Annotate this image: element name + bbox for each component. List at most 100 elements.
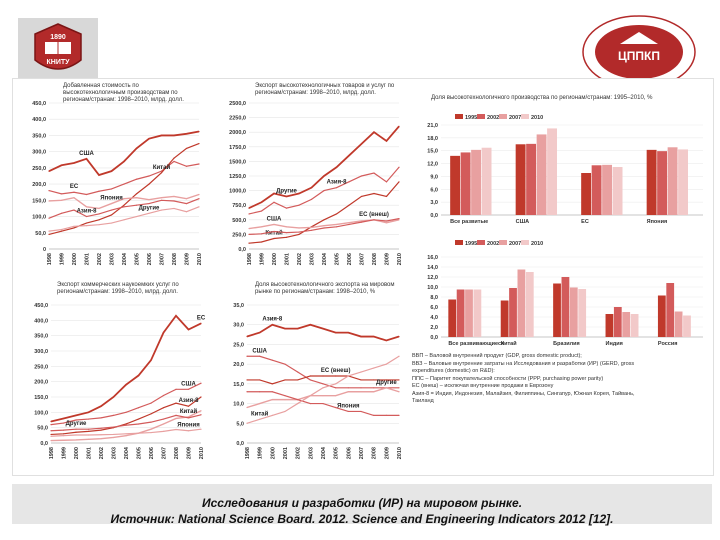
data-point (360, 410, 362, 413)
series-label: Китай (180, 408, 198, 415)
x-tick-label: 2006 (347, 253, 353, 265)
data-point (373, 379, 375, 381)
data-point (87, 418, 90, 420)
data-point (398, 125, 400, 127)
legend-label: 2007 (509, 115, 521, 121)
data-point (85, 215, 88, 218)
legend-swatch (521, 240, 529, 245)
data-point (198, 142, 200, 145)
series-label: Китай (251, 410, 269, 417)
data-point (360, 175, 363, 177)
y-tick-label: 2000,0 (229, 130, 246, 136)
data-point (110, 209, 113, 211)
y-tick-label: 500,0 (232, 218, 246, 224)
y-tick-label: 350,0 (34, 334, 48, 340)
series-label: Китай (153, 164, 171, 171)
data-point (73, 227, 75, 229)
bar (515, 144, 526, 215)
data-point (385, 363, 387, 365)
x-tick-label: 1998 (245, 447, 251, 459)
logo-name: КНИТУ (47, 59, 71, 66)
data-point (310, 187, 313, 189)
data-point (73, 209, 75, 211)
series-line (246, 323, 400, 342)
data-point (112, 396, 115, 398)
data-point (398, 414, 400, 416)
data-point (298, 204, 300, 206)
data-point (373, 387, 375, 389)
data-point (75, 434, 77, 436)
bar (578, 289, 587, 337)
data-point (323, 225, 325, 227)
x-tick-label: 1999 (62, 447, 68, 459)
data-point (246, 355, 248, 357)
bar (473, 289, 482, 337)
data-point (373, 367, 375, 369)
data-point (162, 332, 165, 334)
y-tick-label: 250,0 (34, 364, 48, 370)
category-label: Япония (647, 219, 668, 225)
data-point (50, 433, 52, 436)
data-point (185, 211, 188, 213)
bar (553, 283, 561, 337)
data-point (185, 147, 188, 150)
y-tick-label: 150,0 (34, 395, 48, 401)
data-point (50, 420, 52, 423)
y-tick-label: 2500,0 (229, 101, 246, 107)
data-point (50, 424, 52, 426)
data-point (162, 394, 165, 397)
data-point (198, 193, 200, 196)
bar (448, 299, 457, 337)
data-point (112, 426, 115, 428)
series-label: Азия-8 (262, 317, 283, 323)
x-tick-label: 2009 (185, 253, 191, 265)
caption-bar (12, 484, 712, 524)
series-label: ЕС (70, 184, 79, 190)
note-line: Таиланд (412, 398, 434, 404)
series-label: США (252, 348, 267, 354)
data-point (285, 232, 288, 234)
note-line: ВВП – Валовой внутренний продукт (GDP, g… (412, 353, 582, 359)
legend-swatch (499, 240, 507, 245)
data-point (60, 164, 63, 166)
bar (481, 147, 492, 215)
data-point (323, 219, 325, 221)
x-tick-label: 2007 (162, 447, 168, 459)
data-point (248, 207, 250, 209)
data-point (260, 241, 263, 243)
data-point (60, 228, 63, 231)
data-point (285, 226, 288, 228)
data-point (198, 163, 200, 165)
data-point (285, 207, 288, 209)
y-tick-label: 18,0 (427, 136, 438, 142)
y-tick-label: 9,0 (430, 174, 438, 180)
data-point (60, 230, 63, 232)
data-point (173, 207, 175, 210)
series-line (246, 387, 400, 409)
data-point (322, 402, 324, 405)
panel-value-added-title: Добавленная стоимость по высокотехнологи… (63, 83, 184, 103)
logo-year: 1890 (50, 34, 66, 41)
data-point (200, 410, 202, 412)
y-tick-label: 4,0 (430, 315, 438, 321)
series-line (248, 125, 400, 209)
note-line: ЕС (внеш) – исключая внутренние продажи … (412, 383, 554, 389)
data-point (360, 221, 363, 223)
y-tick-label: 15,0 (233, 382, 244, 388)
y-tick-label: 1250,0 (229, 174, 246, 180)
data-point (185, 198, 188, 200)
data-point (200, 414, 202, 416)
data-point (335, 223, 338, 226)
data-point (125, 424, 127, 426)
data-point (112, 414, 115, 416)
ht-exports-chart: 0,0 250,0 500,0 750,0 1000,0 1250,0 1500,0 1750… (229, 101, 403, 265)
bar (450, 155, 461, 215)
data-point (260, 210, 263, 212)
data-point (309, 395, 311, 397)
data-point (148, 202, 150, 205)
panel-ht-export-share-title: Доля высокотехнологичного экспорта на ми… (255, 282, 395, 295)
data-point (48, 170, 50, 172)
y-tick-label: 50,0 (37, 426, 48, 432)
y-tick-label: 10,0 (427, 285, 438, 291)
series-line (50, 314, 202, 423)
